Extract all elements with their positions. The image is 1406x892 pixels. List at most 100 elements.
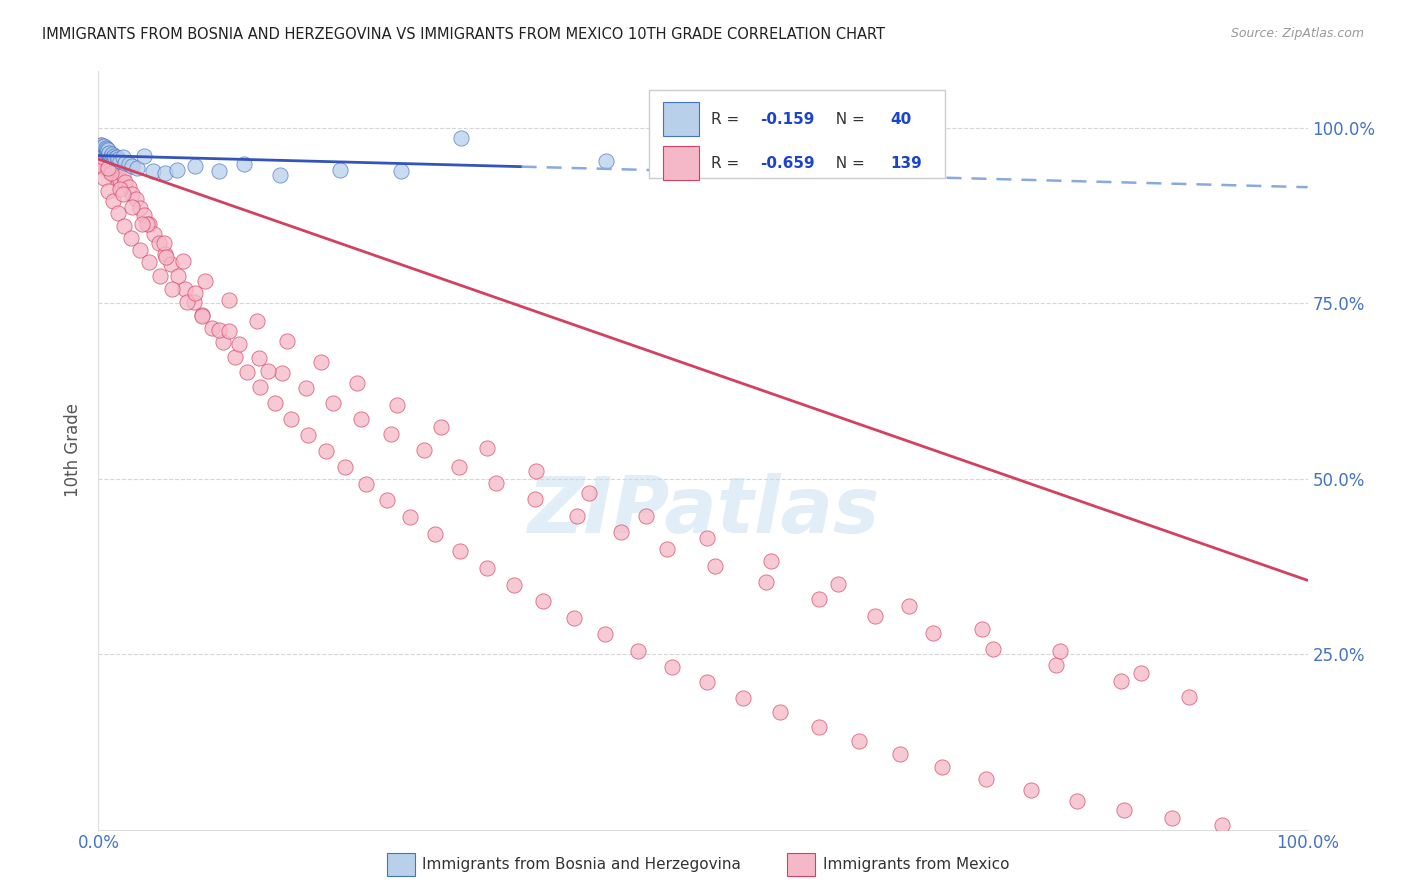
Point [931,760,953,774]
Point [94,145,117,159]
Point [475,560,498,574]
Point [755,575,778,590]
Point [160,282,183,296]
Point [90,138,112,153]
Point [184,159,207,173]
Point [449,544,471,558]
Point [1129,665,1152,680]
Point [114,155,136,169]
Point [191,308,214,322]
Point [148,236,170,251]
Point [731,690,754,705]
Point [155,251,177,265]
Point [91,145,114,160]
Point [89,148,111,162]
Point [160,257,183,271]
Point [218,324,240,338]
Point [91,145,114,160]
Point [246,313,269,327]
Text: -0.659: -0.659 [759,155,814,170]
Point [1066,794,1088,808]
Point [125,192,148,206]
Point [100,148,122,162]
Y-axis label: 10th Grade: 10th Grade [65,403,83,498]
Point [172,254,194,268]
Point [167,269,190,284]
Point [143,227,166,242]
Point [138,255,160,269]
Point [295,381,318,395]
Point [153,166,176,180]
Point [121,159,143,173]
Point [377,493,399,508]
Point [1161,811,1184,825]
Text: Source: ZipAtlas.com: Source: ZipAtlas.com [1230,27,1364,40]
Point [236,365,259,379]
Point [142,164,165,178]
Point [184,286,207,301]
Point [256,364,278,378]
Point [100,155,122,169]
Point [389,164,412,178]
Point [212,335,235,350]
Point [921,626,943,640]
Point [101,150,124,164]
Point [485,475,508,490]
Point [346,376,368,390]
Point [562,611,585,625]
Point [118,180,141,194]
Text: R =: R = [711,155,745,170]
Point [1178,690,1201,704]
Point [264,395,287,409]
Point [90,138,112,153]
Point [696,531,718,545]
Point [972,622,994,636]
Point [567,508,589,523]
Text: Immigrants from Bosnia and Herzegovina: Immigrants from Bosnia and Herzegovina [422,857,741,871]
Point [974,772,997,786]
Point [385,398,408,412]
Point [91,155,114,169]
Point [759,554,782,568]
Text: IMMIGRANTS FROM BOSNIA AND HERZEGOVINA VS IMMIGRANTS FROM MEXICO 10TH GRADE CORR: IMMIGRANTS FROM BOSNIA AND HERZEGOVINA V… [42,27,886,42]
Point [429,419,451,434]
Point [595,154,617,169]
Point [249,380,271,394]
Point [503,577,526,591]
Point [769,706,792,720]
Point [636,508,658,523]
Point [208,323,231,337]
Point [111,150,134,164]
Point [97,184,120,198]
Point [228,336,250,351]
Point [412,443,434,458]
Point [91,142,114,156]
Point [1111,674,1133,689]
Point [276,334,298,348]
Point [627,643,650,657]
Text: ZIPatlas: ZIPatlas [527,473,879,549]
Point [104,152,127,166]
Point [1211,818,1233,832]
Point [128,201,150,215]
Point [153,247,176,261]
Point [808,592,831,607]
Point [101,157,124,171]
Point [91,140,114,154]
Point [138,218,160,232]
Point [103,148,125,162]
Point [1045,658,1067,673]
Point [97,145,120,160]
Point [96,142,118,156]
Text: N =: N = [827,112,870,127]
Point [208,164,231,178]
Point [89,142,111,156]
Point [89,143,111,157]
Point [100,147,122,161]
Point [350,412,373,426]
Point [97,153,120,168]
Point [269,168,291,182]
Point [107,206,129,220]
Text: -0.159: -0.159 [759,112,814,127]
Point [105,150,128,164]
